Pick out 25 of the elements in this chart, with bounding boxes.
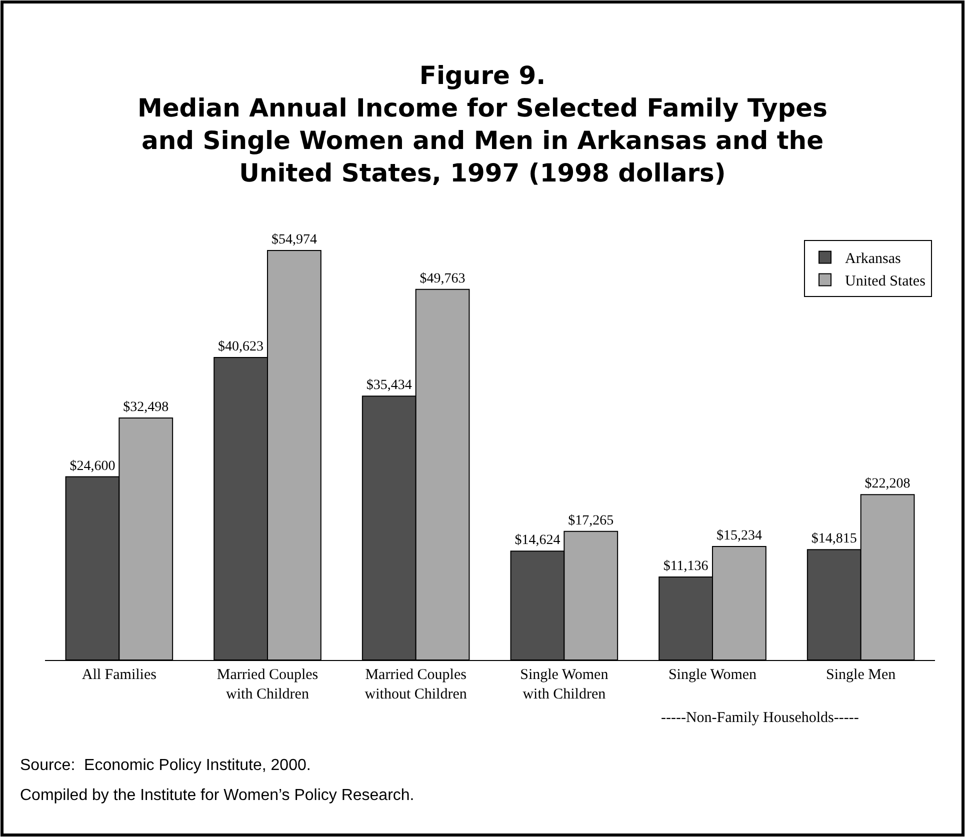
data-label: $40,623 (218, 339, 264, 354)
x-tick-label: Single Men (826, 667, 896, 683)
data-label: $11,136 (663, 559, 708, 574)
data-label: $49,763 (420, 271, 466, 286)
chart-subtitle: Median Annual Income for Selected Family Types and Single Women and Men in Arkansas and the United States, 1997 (1998 dollars) (137, 94, 828, 188)
data-label: $17,265 (568, 513, 614, 528)
x-tick-label: All Families (82, 667, 157, 683)
data-label: $54,974 (271, 232, 317, 248)
chart-title: Figure 9. (419, 61, 546, 90)
data-label: $14,624 (514, 533, 560, 548)
data-label: $22,208 (864, 476, 910, 492)
data-label: $14,815 (811, 532, 857, 547)
legend-label: Arkansas (845, 251, 901, 268)
x-tick-label: Single Women with Children (520, 667, 609, 702)
x-tick-label: Single Women (668, 667, 758, 683)
text: -----Non-Family Households----- (661, 710, 859, 726)
legend-label: United States (845, 274, 926, 290)
x-tick-label: Married Couples with Children (216, 667, 318, 702)
text: Compiled by the Institute for Women’s Policy Research. (20, 787, 414, 804)
data-label: $15,234 (716, 528, 762, 544)
x-tick-label: Married Couples without Children (364, 667, 468, 702)
source-note: Source: Economic Policy Institute, 2000. (20, 757, 311, 774)
data-label: $35,434 (366, 378, 412, 394)
data-label: $32,498 (123, 400, 169, 415)
data-label: $24,600 (70, 458, 116, 474)
